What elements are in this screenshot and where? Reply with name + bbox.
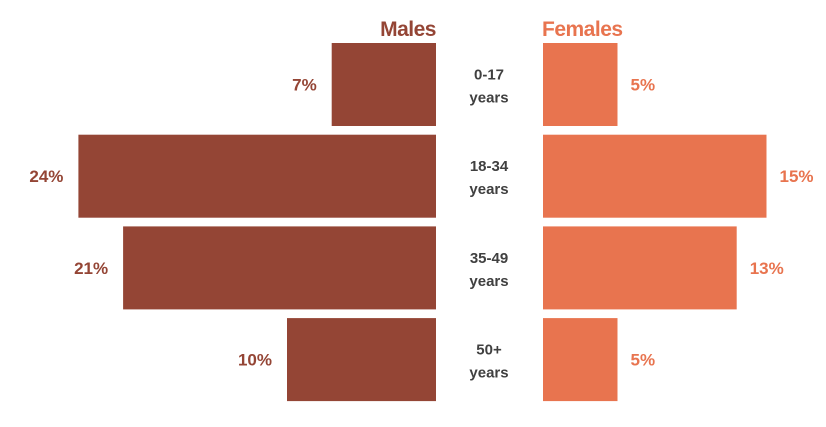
bars-layer — [78, 43, 767, 402]
females-bar — [543, 226, 737, 310]
age-group-label: 35-49 years — [469, 250, 508, 290]
age-group-label-line: 50+ — [476, 342, 502, 359]
age-group-label-line: years — [469, 365, 508, 382]
females-series-title: Females — [542, 18, 623, 41]
males-bar — [287, 318, 436, 402]
males-value-label: 10% — [238, 351, 272, 370]
age-group-label-line: years — [469, 273, 508, 290]
age-group-label-line: 35-49 — [470, 250, 508, 267]
age-group-label-line: 18-34 — [470, 158, 509, 175]
age-group-label-line: years — [469, 90, 508, 107]
females-bar — [543, 134, 767, 218]
age-group-label: 18-34 years — [469, 158, 508, 198]
males-value-label: 24% — [29, 167, 63, 186]
labels-layer: 7% 5% 0-17 years 24% 15% 18-34 years 21% 13% 35-49… — [29, 67, 813, 382]
females-bar — [543, 43, 618, 126]
females-value-label: 13% — [750, 259, 784, 278]
males-bar — [123, 226, 436, 310]
males-bar — [331, 43, 436, 126]
age-group-label-line: 0-17 — [474, 67, 504, 84]
age-group-label: 0-17 years — [469, 67, 508, 107]
males-series-title: Males — [380, 18, 436, 41]
females-bar — [543, 318, 618, 402]
males-value-label: 7% — [292, 76, 317, 95]
males-value-label: 21% — [74, 259, 108, 278]
females-value-label: 5% — [631, 76, 656, 95]
age-group-label: 50+ years — [469, 342, 508, 382]
females-value-label: 15% — [780, 167, 814, 186]
females-value-label: 5% — [631, 351, 656, 370]
age-group-label-line: years — [469, 181, 508, 198]
males-bar — [78, 134, 437, 218]
